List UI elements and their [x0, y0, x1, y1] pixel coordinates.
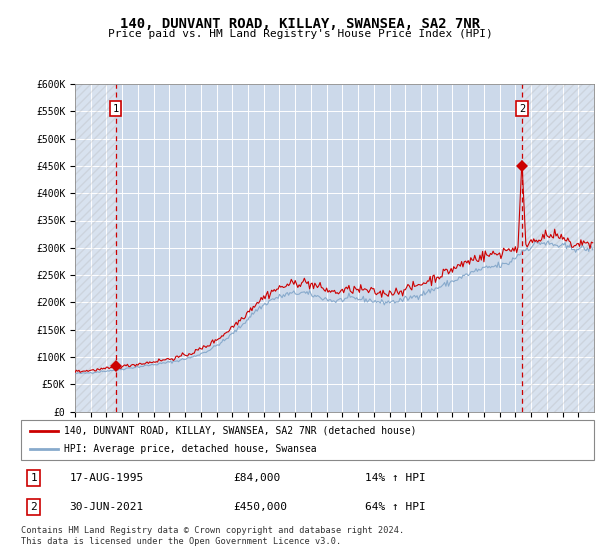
Text: 1: 1: [30, 473, 37, 483]
Text: Price paid vs. HM Land Registry's House Price Index (HPI): Price paid vs. HM Land Registry's House …: [107, 29, 493, 39]
Bar: [522, 84, 594, 412]
FancyBboxPatch shape: [21, 420, 594, 460]
Text: 140, DUNVANT ROAD, KILLAY, SWANSEA, SA2 7NR: 140, DUNVANT ROAD, KILLAY, SWANSEA, SA2 …: [120, 17, 480, 31]
Text: £84,000: £84,000: [233, 473, 280, 483]
Text: 14% ↑ HPI: 14% ↑ HPI: [365, 473, 425, 483]
Text: 17-AUG-1995: 17-AUG-1995: [70, 473, 144, 483]
Text: 64% ↑ HPI: 64% ↑ HPI: [365, 502, 425, 512]
Text: 1: 1: [113, 104, 119, 114]
Text: 2: 2: [519, 104, 525, 114]
Text: Contains HM Land Registry data © Crown copyright and database right 2024.
This d: Contains HM Land Registry data © Crown c…: [21, 526, 404, 546]
Text: HPI: Average price, detached house, Swansea: HPI: Average price, detached house, Swan…: [64, 445, 317, 454]
Text: 2: 2: [30, 502, 37, 512]
Text: 140, DUNVANT ROAD, KILLAY, SWANSEA, SA2 7NR (detached house): 140, DUNVANT ROAD, KILLAY, SWANSEA, SA2 …: [64, 426, 416, 436]
Bar: [75, 84, 116, 412]
Text: £450,000: £450,000: [233, 502, 287, 512]
Text: 30-JUN-2021: 30-JUN-2021: [70, 502, 144, 512]
